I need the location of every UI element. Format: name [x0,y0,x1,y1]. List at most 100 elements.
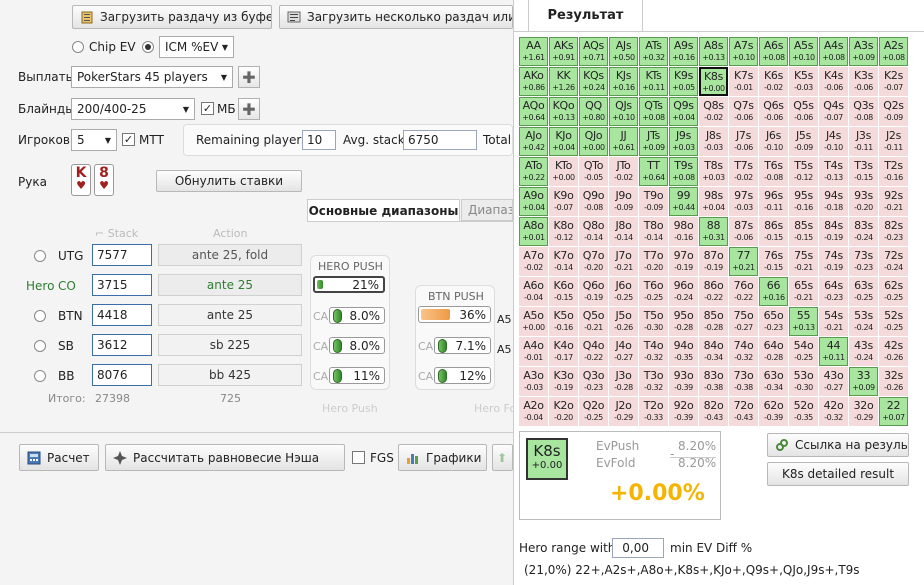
hand-cell-ats[interactable]: ATs +0.32 [639,37,668,66]
hand-cell-32s[interactable]: 32s -0.26 [879,367,908,396]
hand-cell-93o[interactable]: 93o -0.39 [669,367,698,396]
hand-cell-96s[interactable]: 96s -0.11 [759,187,788,216]
hand-cell-qto[interactable]: QTo -0.05 [579,157,608,186]
hand-cell-84s[interactable]: 84s -0.19 [819,217,848,246]
hand-cell-j8s[interactable]: J8s -0.03 [699,127,728,156]
detailed-result-button[interactable]: K8s detailed result [767,462,909,486]
hand-cell-j9s[interactable]: J9s +0.03 [669,127,698,156]
hand-cell-64o[interactable]: 64o -0.28 [759,337,788,366]
hand-cell-j6o[interactable]: J6o -0.25 [609,277,638,306]
remaining-players-input[interactable]: 10 [302,130,336,150]
hand-cell-k4s[interactable]: K4s -0.06 [819,67,848,96]
hand-cell-jto[interactable]: JTo -0.02 [609,157,638,186]
hand-cell-t8s[interactable]: T8s +0.03 [699,157,728,186]
hand-cell-j2s[interactable]: J2s -0.11 [879,127,908,156]
hand-cell-a8s[interactable]: A8s +0.13 [699,37,728,66]
mtt-checkbox[interactable]: ✓ [122,133,135,146]
icm-radio[interactable] [142,41,154,53]
hand-cell-a7o[interactable]: A7o -0.02 [519,247,548,276]
hand-cell-j8o[interactable]: J8o -0.14 [609,217,638,246]
hand-cell-j7s[interactable]: J7s -0.06 [729,127,758,156]
hand-cell-k2o[interactable]: K2o -0.20 [549,397,578,426]
hand-cell-97o[interactable]: 97o -0.19 [669,247,698,276]
fgs-checkbox[interactable] [352,451,365,464]
avg-stack-input[interactable]: 6750 [403,130,477,150]
hand-cell-k3s[interactable]: K3s -0.06 [849,67,878,96]
hand-cell-j9o[interactable]: J9o -0.09 [609,187,638,216]
hand-cell-43s[interactable]: 43s -0.24 [849,337,878,366]
hand-cell-44[interactable]: 44 +0.11 [819,337,848,366]
hand-cell-j4o[interactable]: J4o -0.27 [609,337,638,366]
add-payout-button[interactable]: ✚ [238,66,260,88]
hand-cell-86o[interactable]: 86o -0.22 [699,277,728,306]
hand-cell-j5s[interactable]: J5s -0.09 [789,127,818,156]
hand-cell-qq[interactable]: QQ +0.80 [579,97,608,126]
min-ev-diff-input[interactable]: 0,00 [612,538,664,558]
payouts-select[interactable]: PokerStars 45 players ▼ [71,66,233,88]
icm-model-select[interactable]: ICM %EV ▼ [159,36,234,58]
hand-cell-53s[interactable]: 53s -0.24 [849,307,878,336]
hand-cell-a7s[interactable]: A7s +0.10 [729,37,758,66]
hand-cell-qjs[interactable]: QJs +0.10 [609,97,638,126]
hand-cell-q4s[interactable]: Q4s -0.07 [819,97,848,126]
hand-cell-ato[interactable]: ATo +0.22 [519,157,548,186]
hand-cell-j4s[interactable]: J4s -0.10 [819,127,848,156]
hand-cell-77[interactable]: 77 +0.21 [729,247,758,276]
hand-cell-t2s[interactable]: T2s -0.16 [879,157,908,186]
hand-cell-jj[interactable]: JJ +0.61 [609,127,638,156]
hand-cell-52s[interactable]: 52s -0.25 [879,307,908,336]
stack-input-btn[interactable]: 4418 [92,304,152,326]
hand-cell-a4o[interactable]: A4o -0.01 [519,337,548,366]
hand-cell-a3s[interactable]: A3s +0.09 [849,37,878,66]
hand-cell-t7o[interactable]: T7o -0.20 [639,247,668,276]
hand-cell-t9o[interactable]: T9o -0.09 [639,187,668,216]
hand-cell-63s[interactable]: 63s -0.25 [849,277,878,306]
stack-input-utg[interactable]: 7577 [92,244,152,266]
btn-bb-call-bar[interactable]: 12% [434,367,491,384]
hand-cell-k5s[interactable]: K5s -0.03 [789,67,818,96]
hand-cell-t3o[interactable]: T3o -0.32 [639,367,668,396]
hand-cell-k6s[interactable]: K6s -0.02 [759,67,788,96]
hand-cell-q3s[interactable]: Q3s -0.08 [849,97,878,126]
stack-input-bb[interactable]: 8076 [92,364,152,386]
hand-cell-53o[interactable]: 53o -0.30 [789,367,818,396]
hand-cell-42o[interactable]: 42o -0.32 [819,397,848,426]
hand-cell-q7o[interactable]: Q7o -0.20 [579,247,608,276]
hand-cell-62o[interactable]: 62o -0.39 [759,397,788,426]
hand-cell-q6s[interactable]: Q6s -0.06 [759,97,788,126]
extra-button[interactable]: ⬆ [492,444,513,471]
hand-cell-t7s[interactable]: T7s -0.02 [729,157,758,186]
hand-cell-kto[interactable]: KTo +0.00 [549,157,578,186]
hand-cell-a2o[interactable]: A2o -0.04 [519,397,548,426]
nash-equilibrium-button[interactable]: Рассчитать равновесие Нэша [105,444,345,471]
hand-card-2[interactable]: 8 ♥ [94,164,114,196]
hand-cell-66[interactable]: 66 +0.16 [759,277,788,306]
hand-cell-82o[interactable]: 82o -0.43 [699,397,728,426]
stack-input-co[interactable]: 3715 [92,274,152,296]
hand-cell-99[interactable]: 99 +0.44 [669,187,698,216]
hand-cell-kk[interactable]: KK +1.26 [549,67,578,96]
hand-cell-a6s[interactable]: A6s +0.08 [759,37,788,66]
charts-button[interactable]: Графики [398,444,487,471]
hand-cell-93s[interactable]: 93s -0.20 [849,187,878,216]
hand-cell-t4s[interactable]: T4s -0.13 [819,157,848,186]
mb-checkbox[interactable]: ✓ [201,102,214,115]
hand-cell-a6o[interactable]: A6o -0.04 [519,277,548,306]
hand-cell-87o[interactable]: 87o -0.19 [699,247,728,276]
hand-cell-a5s[interactable]: A5s +0.10 [789,37,818,66]
hero-btn-call-bar[interactable]: 8.0% [329,307,385,324]
result-tab[interactable]: Результат [528,0,643,31]
hand-cell-33[interactable]: 33 +0.09 [849,367,878,396]
hand-cell-k7s[interactable]: K7s -0.01 [729,67,758,96]
hand-cell-85o[interactable]: 85o -0.28 [699,307,728,336]
hand-cell-75s[interactable]: 75s -0.21 [789,247,818,276]
hand-cell-k5o[interactable]: K5o -0.16 [549,307,578,336]
hand-cell-q4o[interactable]: Q4o -0.22 [579,337,608,366]
hand-cell-72s[interactable]: 72s -0.24 [879,247,908,276]
hand-cell-t4o[interactable]: T4o -0.32 [639,337,668,366]
hand-cell-92o[interactable]: 92o -0.39 [669,397,698,426]
blinds-select[interactable]: 200/400-25 ▼ [71,98,195,120]
hand-cell-qts[interactable]: QTs +0.08 [639,97,668,126]
hand-cell-t3s[interactable]: T3s -0.15 [849,157,878,186]
hand-cell-62s[interactable]: 62s -0.25 [879,277,908,306]
